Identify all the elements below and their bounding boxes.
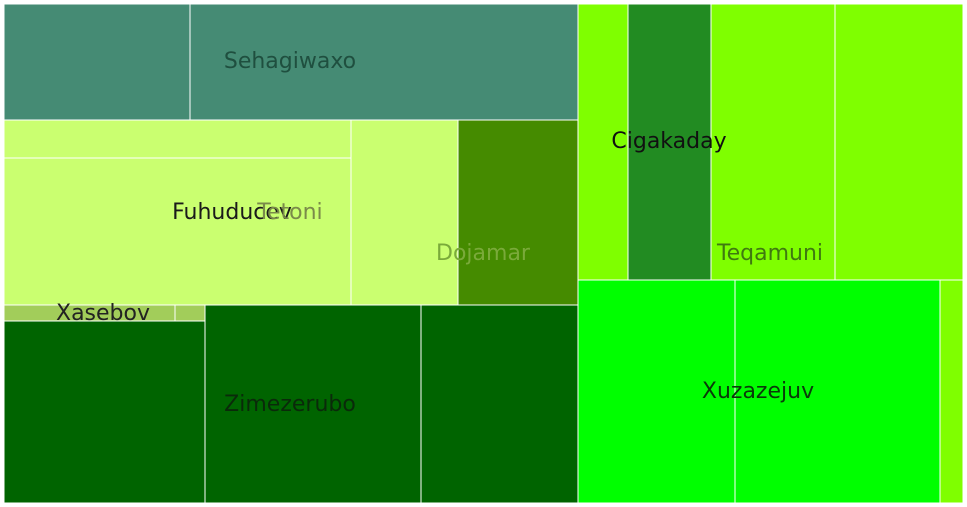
treemap-label-teqamuni: Teqamuni	[716, 241, 823, 266]
treemap-cell-tet	[350, 119, 459, 306]
treemap-cell-teq-a	[710, 3, 836, 281]
treemap-cell-cig-a	[577, 3, 629, 281]
treemap-cell-xuz-c	[939, 279, 964, 504]
treemap-label-tetoni: Tetoni	[256, 200, 322, 225]
treemap-cell-teq-b	[834, 3, 964, 281]
treemap-cell-cig-b	[627, 3, 712, 281]
treemap-label-dojamar: Dojamar	[436, 241, 531, 266]
treemap-cell-doj	[457, 119, 579, 306]
treemap-cell-fuh-a	[3, 119, 352, 159]
treemap-cell-xuz-a	[577, 279, 736, 504]
treemap-cell-zim-b	[204, 304, 422, 504]
treemap-label-cigakaday: Cigakaday	[611, 129, 726, 154]
treemap-cells	[3, 3, 964, 504]
treemap-label-fuhuducev: Fuhuducev	[172, 200, 292, 225]
treemap-cell-zim-a	[3, 320, 206, 504]
treemap-label-xuzazejuv: Xuzazejuv	[702, 379, 814, 404]
treemap-cell-seh-b	[189, 3, 579, 121]
treemap-label-zimezerubo: Zimezerubo	[224, 392, 356, 417]
treemap-cell-seh-a	[3, 3, 191, 121]
treemap-label-xasebov: Xasebov	[56, 301, 150, 326]
treemap-cell-zim-c	[420, 304, 579, 504]
treemap-cell-fuh-b	[3, 157, 352, 306]
treemap-label-sehagiwaxo: Sehagiwaxo	[224, 49, 356, 74]
treemap-cell-xas-b	[174, 304, 206, 322]
